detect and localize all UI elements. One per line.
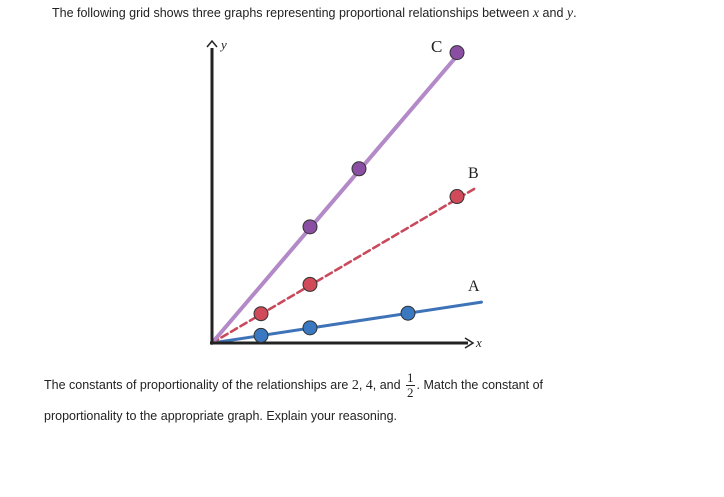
points-layer	[253, 45, 465, 343]
question-comma-2: , and	[372, 378, 405, 392]
point-b-2	[302, 276, 318, 292]
graph-label-c: C	[431, 37, 442, 56]
point-c-1	[302, 219, 318, 235]
question-comma-1: ,	[358, 378, 366, 392]
point-a-3	[400, 305, 416, 321]
axes: y x	[206, 37, 482, 350]
question-text: The constants of proportionality of the …	[44, 370, 543, 431]
point-a-1	[253, 327, 269, 343]
fraction-numerator: 1	[406, 370, 415, 387]
point-a-2	[302, 320, 318, 336]
point-b-1	[253, 306, 269, 322]
line-c	[210, 48, 464, 345]
line-b	[210, 186, 478, 345]
lines-layer	[210, 48, 483, 345]
line-a	[210, 300, 483, 345]
x-axis-arrow-icon	[464, 337, 475, 349]
labels-layer: C B A	[431, 37, 480, 295]
intro-prefix: The following grid shows three graphs re…	[52, 6, 533, 20]
x-axis-label: x	[475, 335, 482, 350]
intro-and: and	[539, 6, 567, 20]
point-c-3	[449, 45, 465, 61]
intro-end: .	[573, 6, 577, 20]
fraction-denominator: 2	[407, 385, 414, 401]
point-c-2	[351, 161, 367, 177]
graph-label-b: B	[468, 165, 479, 182]
question-part-2: . Match the constant of	[416, 378, 544, 392]
constant-2: 2	[351, 378, 359, 393]
question-line-1: The constants of proportionality of the …	[44, 370, 543, 401]
graph-label-a: A	[468, 278, 480, 295]
constant-4: 4	[365, 378, 373, 393]
intro-text: The following grid shows three graphs re…	[52, 6, 577, 22]
question-part-1: The constants of proportionality of the …	[44, 378, 352, 392]
point-b-3	[449, 189, 465, 205]
question-line-2: proportionality to the appropriate graph…	[44, 409, 397, 423]
var-x: x	[532, 6, 540, 21]
y-axis-arrow-icon	[206, 39, 218, 48]
var-y: y	[566, 6, 574, 21]
y-axis-label: y	[219, 37, 227, 52]
